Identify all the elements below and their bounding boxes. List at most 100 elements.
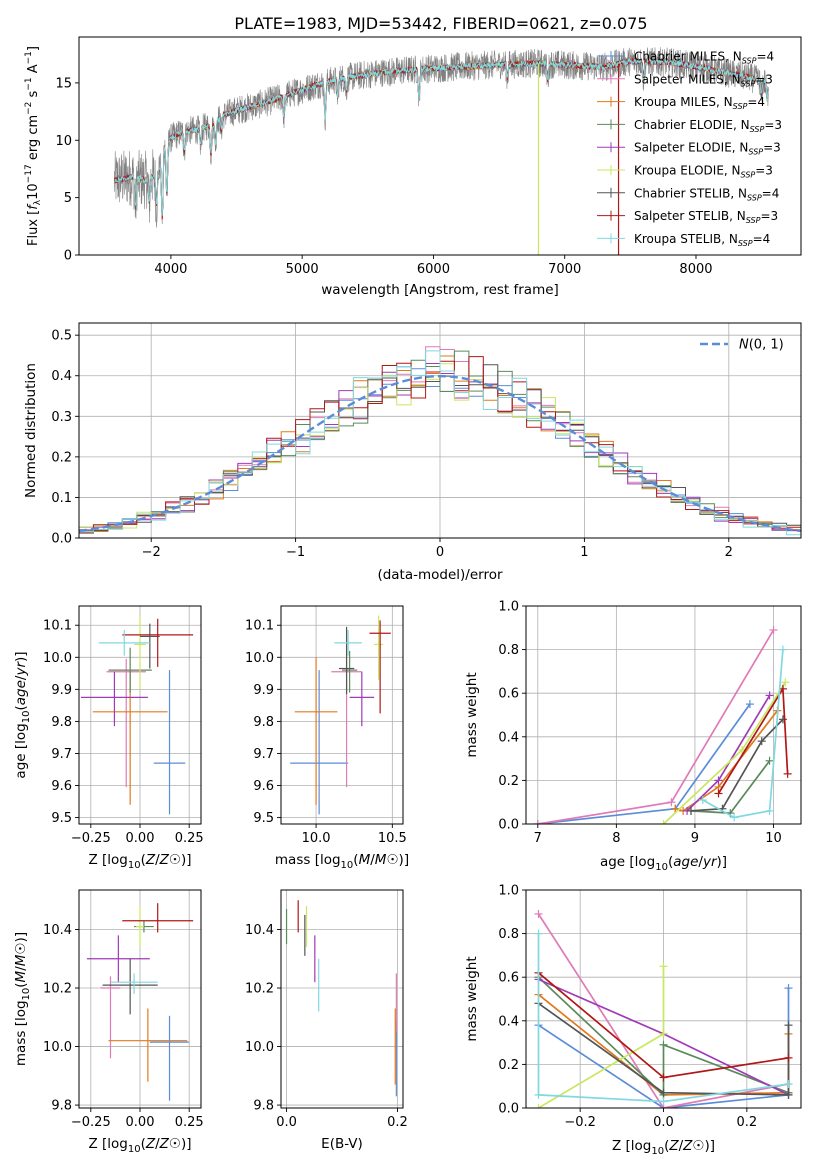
- weight-line-salpeter-elodie: [686, 694, 771, 812]
- legend-label-salpeter-stelib: Salpeter STELIB, NSSP=3: [634, 209, 778, 225]
- mass-vs-z-axes: −0.25 0.00 0.25 9.8 10.0 10.2 10.4 Z [log10(Z/Z…: [13, 889, 204, 1155]
- residuals-axes: −2 −1 0 1 2 0.0 0.1 0.2 0.3 0.4 0.5 (data-model)/er…: [23, 322, 802, 583]
- y-tick-label: 10.0: [43, 651, 72, 666]
- legend-label-normal: N(0, 1): [739, 338, 784, 353]
- x-axis-label: Z [log10(Z/Z☉)]: [88, 1136, 191, 1155]
- legend-label-kroupa-miles: Kroupa MILES, NSSP=4: [634, 95, 765, 111]
- y-tick-label: 0.4: [51, 369, 72, 384]
- x-tick-label: 0.25: [175, 1115, 204, 1130]
- y-tick-label: 9.7: [51, 747, 72, 762]
- y-axis-label: age [log10(age/yr)]: [13, 651, 32, 778]
- y-tick-label: 10.0: [245, 1040, 274, 1055]
- y-axis-label: Flux [fλ10−17 erg cm−2 s−1 A−1]: [24, 46, 43, 246]
- axes-frame: [280, 889, 404, 1109]
- weight-line-chabrier-elodie: [537, 976, 789, 1097]
- y-tick-label: 9.6: [253, 779, 274, 794]
- spectrum-plot: [113, 47, 769, 255]
- axes-frame: [525, 605, 802, 825]
- y-tick-label: 0.1: [51, 491, 72, 506]
- x-axis-label: E(B-V): [321, 1136, 363, 1152]
- x-tick-label: 7000: [548, 262, 581, 277]
- mass-vs-z-plot: [79, 890, 201, 1108]
- y-tick-label: 0.4: [498, 1014, 519, 1029]
- x-axis-label: (data-model)/error: [377, 567, 503, 583]
- legend-label-chabrier-elodie: Chabrier ELODIE, NSSP=3: [634, 118, 782, 134]
- weight-line-salpeter-miles: [537, 629, 775, 824]
- legend-label-salpeter-miles: Salpeter MILES, NSSP=3: [634, 72, 773, 88]
- y-tick-label: 0.0: [51, 532, 72, 547]
- legend-label-salpeter-elodie: Salpeter ELODIE, NSSP=3: [634, 141, 781, 157]
- model-line-kroupa-stelib: [114, 58, 769, 216]
- y-tick-label: 5: [64, 191, 72, 206]
- weight-vs-z-axes: −0.2 0.0 0.2 0.0 0.2 0.4 0.6 0.8 1.0 Z [log10(Z/Z…: [464, 884, 802, 1157]
- y-tick-label: 0: [64, 249, 72, 264]
- y-tick-label: 9.9: [51, 683, 72, 698]
- x-tick-label: 0: [436, 545, 444, 560]
- y-tick-label: 10.2: [43, 982, 72, 997]
- x-tick-label: 10.0: [302, 831, 331, 846]
- x-tick-label: −2: [142, 545, 161, 560]
- weight-line-chabrier-stelib: [690, 718, 784, 812]
- y-tick-label: 9.8: [253, 715, 274, 730]
- x-tick-label: −0.2: [564, 1115, 596, 1130]
- y-tick-label: 10.1: [43, 619, 72, 634]
- x-tick-label: −0.25: [71, 1115, 111, 1130]
- age-vs-z-plot: [79, 606, 201, 824]
- residuals-plot: [79, 323, 801, 538]
- legend-label-kroupa-stelib: Kroupa STELIB, NSSP=4: [634, 232, 770, 248]
- x-tick-label: 0.00: [126, 1115, 155, 1130]
- x-tick-label: 0.2: [736, 1115, 757, 1130]
- x-tick-label: 1: [580, 545, 588, 560]
- weight-vs-z-plot: [526, 890, 801, 1108]
- y-tick-label: 9.5: [51, 811, 72, 826]
- weight-line-kroupa-miles: [675, 710, 779, 812]
- y-tick-label: 10: [55, 134, 72, 149]
- x-axis-label: age [log10(age/yr)]: [600, 854, 727, 873]
- y-axis-label: mass [log10(M/M☉)]: [13, 932, 32, 1066]
- y-tick-label: 9.6: [51, 779, 72, 794]
- weight-line-kroupa-stelib: [702, 649, 784, 819]
- age-vs-mass-plot: [281, 606, 403, 824]
- age-vs-z-axes: −0.25 0.00 0.25 9.5 9.6 9.7 9.8 9.9 10.0 10.1 Z [l…: [13, 605, 204, 871]
- x-tick-label: 0.25: [175, 831, 204, 846]
- histogram-kroupa-stelib: [79, 350, 801, 536]
- histogram-salpeter-stelib: [79, 356, 801, 533]
- y-tick-label: 10.4: [43, 923, 72, 938]
- x-tick-label: 9: [691, 831, 699, 846]
- x-tick-label: 8000: [679, 262, 712, 277]
- y-tick-label: 0.8: [498, 927, 519, 942]
- x-tick-label: 0.00: [126, 831, 155, 846]
- y-tick-label: 0.2: [51, 450, 72, 465]
- x-axis-label: wavelength [Angstrom, rest frame]: [321, 282, 559, 298]
- y-axis-label: mass weight: [464, 956, 480, 1041]
- y-tick-label: 9.9: [253, 683, 274, 698]
- y-tick-label: 10.0: [245, 651, 274, 666]
- y-tick-label: 0.6: [498, 687, 519, 702]
- y-tick-label: 1.0: [498, 884, 519, 899]
- y-tick-label: 10.2: [245, 982, 274, 997]
- y-tick-label: 10.4: [245, 923, 274, 938]
- x-tick-label: 10.5: [378, 831, 407, 846]
- y-tick-label: 15: [55, 76, 72, 91]
- x-tick-label: 0.0: [276, 1115, 297, 1130]
- y-tick-label: 1.0: [498, 600, 519, 615]
- age-vs-mass-axes: 10.0 10.5 9.5 9.6 9.7 9.8 9.9 10.0 10.1 mass [log…: [245, 605, 409, 871]
- x-axis-label: mass [log10(M/M☉)]: [275, 852, 409, 871]
- weight-vs-age-axes: 7 8 9 10 0.0 0.2 0.4 0.6 0.8 1.0 age [log10(age/yr…: [464, 600, 802, 873]
- y-tick-label: 0.6: [498, 971, 519, 986]
- y-tick-label: 9.8: [253, 1099, 274, 1114]
- y-tick-label: 0.0: [498, 818, 519, 833]
- x-tick-label: 4000: [154, 262, 187, 277]
- normal-reference-curve: [79, 374, 801, 533]
- y-tick-label: 10.1: [245, 619, 274, 634]
- x-axis-label: Z [log10(Z/Z☉)]: [612, 1138, 715, 1157]
- y-tick-label: 9.7: [253, 747, 274, 762]
- y-axis-label: Normed distribution: [23, 363, 39, 498]
- legend-label-chabrier-miles: Chabrier MILES, NSSP=4: [634, 50, 774, 66]
- weight-line-kroupa-stelib: [537, 933, 789, 1103]
- weight-vs-age-plot: [526, 606, 801, 824]
- axes-frame: [78, 36, 802, 256]
- legend-label-kroupa-elodie: Kroupa ELODIE, NSSP=3: [634, 164, 773, 180]
